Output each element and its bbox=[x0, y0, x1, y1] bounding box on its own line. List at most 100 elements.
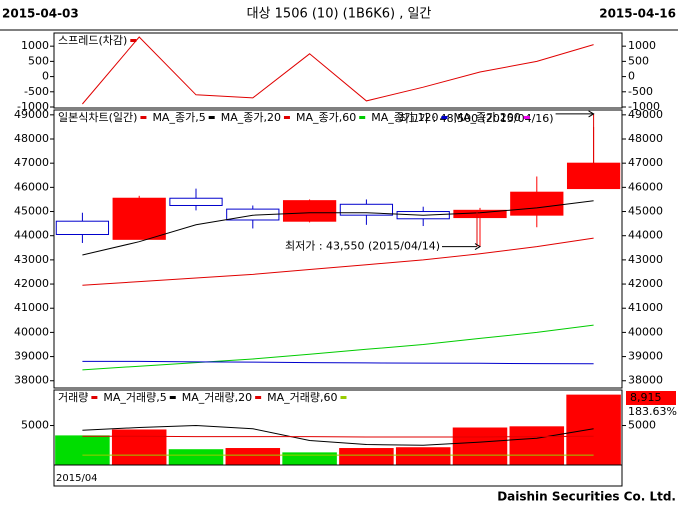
last-value-box bbox=[626, 391, 676, 405]
legend-swatch bbox=[523, 116, 530, 119]
y-tick-label: -500 bbox=[24, 85, 49, 98]
y-tick-label: 49000 bbox=[14, 108, 49, 121]
y-tick-label: 40000 bbox=[14, 325, 49, 338]
y-tick-label: 41000 bbox=[628, 301, 663, 314]
legend-label: MA_거래량,60 bbox=[267, 391, 337, 404]
y-tick-label: 44000 bbox=[14, 229, 49, 242]
y-tick-label: 38000 bbox=[628, 374, 663, 387]
legend-swatch bbox=[130, 39, 137, 42]
legend-label: MA_거래량,5 bbox=[103, 391, 166, 404]
y-tick-label: 5000 bbox=[21, 419, 49, 432]
y-tick-label: 42000 bbox=[628, 277, 663, 290]
annotation-arrow bbox=[588, 110, 595, 118]
y-tick-label: -1000 bbox=[17, 100, 49, 113]
candle-body bbox=[566, 162, 621, 190]
y-tick-label: 500 bbox=[28, 54, 49, 67]
panel-frame bbox=[53, 32, 623, 109]
y-tick-label: 46000 bbox=[14, 180, 49, 193]
y-tick-label: -1000 bbox=[628, 100, 660, 113]
ma-line bbox=[82, 237, 594, 286]
legend-label: MA_종가,60 bbox=[296, 111, 356, 124]
legend-label: MA_종가,20 bbox=[221, 111, 281, 124]
y-tick-label: 48000 bbox=[14, 132, 49, 145]
panel-frame bbox=[53, 109, 623, 389]
ma-line bbox=[82, 324, 594, 371]
y-tick-label: 47000 bbox=[14, 156, 49, 169]
ma-line bbox=[82, 435, 594, 438]
y-tick-label: 1000 bbox=[628, 39, 656, 52]
volume-bar bbox=[452, 427, 508, 465]
y-tick-label: 43000 bbox=[14, 253, 49, 266]
volume-bar bbox=[225, 448, 281, 465]
y-tick-label: 46000 bbox=[628, 180, 663, 193]
legend-swatch bbox=[208, 116, 215, 119]
y-tick-label: 38000 bbox=[14, 374, 49, 387]
candle-body bbox=[226, 208, 280, 221]
legend-bg bbox=[55, 391, 56, 405]
volume-bar bbox=[395, 447, 451, 465]
legend-label: MA_종가,5 bbox=[152, 111, 205, 124]
y-tick-label: 48000 bbox=[628, 132, 663, 145]
annotation: 최고가 : 48,500 (2015/04/16) bbox=[399, 112, 554, 125]
legend-label: MA_종가,200 bbox=[453, 111, 520, 124]
y-tick-label: 0 bbox=[628, 70, 635, 83]
y-tick-label: 39000 bbox=[14, 350, 49, 363]
volume-bar bbox=[55, 435, 110, 465]
volume-bar bbox=[282, 452, 337, 465]
ma-line bbox=[82, 424, 594, 446]
legend-label: 일본식차트(일간) bbox=[58, 110, 137, 124]
ma-line bbox=[82, 36, 594, 105]
legend-bg bbox=[55, 111, 56, 125]
y-tick-label: 49000 bbox=[628, 108, 663, 121]
candle-body bbox=[169, 197, 223, 206]
candle-body bbox=[55, 220, 110, 235]
legend-label: 거래량 bbox=[58, 391, 88, 404]
y-tick-label: 42000 bbox=[14, 277, 49, 290]
change-pct: 183.63% bbox=[628, 405, 677, 418]
legend-swatch bbox=[255, 396, 262, 399]
x-axis-strip bbox=[53, 464, 623, 487]
y-tick-label: 43000 bbox=[628, 253, 663, 266]
y-tick-label: 5000 bbox=[628, 419, 656, 432]
legend-swatch bbox=[169, 396, 176, 399]
annotation: 최저가 : 43,550 (2015/04/14) bbox=[285, 240, 440, 253]
annotation-arrow bbox=[474, 243, 481, 251]
y-tick-label: 44000 bbox=[628, 229, 663, 242]
legend-swatch bbox=[359, 116, 366, 119]
y-tick-label: -500 bbox=[628, 85, 653, 98]
legend-label: 스프레드(차감) bbox=[58, 34, 127, 47]
legend-swatch bbox=[140, 116, 147, 119]
end-date: 2015-04-16 bbox=[599, 7, 676, 21]
y-tick-label: 0 bbox=[42, 70, 49, 83]
ma-line bbox=[82, 200, 594, 256]
candle-body bbox=[339, 203, 394, 216]
volume-bar bbox=[168, 449, 224, 465]
start-date: 2015-04-03 bbox=[2, 7, 79, 21]
ma-line bbox=[82, 360, 594, 365]
y-tick-label: 41000 bbox=[14, 301, 49, 314]
legend-swatch bbox=[340, 396, 347, 399]
y-tick-label: 47000 bbox=[628, 156, 663, 169]
y-tick-label: 45000 bbox=[14, 205, 49, 218]
legend-bg bbox=[55, 34, 56, 48]
volume-bar bbox=[339, 448, 394, 465]
volume-bar bbox=[111, 429, 167, 465]
x-axis-label: 2015/04 bbox=[56, 473, 98, 484]
volume-bar bbox=[566, 394, 621, 465]
legend-swatch bbox=[441, 116, 448, 119]
candle-body bbox=[510, 191, 564, 216]
candle-body bbox=[282, 200, 337, 222]
legend-label: MA_거래량,20 bbox=[182, 391, 252, 404]
last-value: 8,915 bbox=[630, 391, 662, 404]
y-tick-label: 1000 bbox=[21, 39, 49, 52]
legend-swatch bbox=[283, 116, 290, 119]
y-tick-label: 45000 bbox=[628, 205, 663, 218]
volume-bar bbox=[509, 426, 565, 465]
y-tick-label: 39000 bbox=[628, 350, 663, 363]
legend-swatch bbox=[91, 396, 98, 399]
y-tick-label: 40000 bbox=[628, 325, 663, 338]
y-tick-label: 500 bbox=[628, 54, 649, 67]
footer: Daishin Securities Co. Ltd. bbox=[497, 490, 676, 504]
